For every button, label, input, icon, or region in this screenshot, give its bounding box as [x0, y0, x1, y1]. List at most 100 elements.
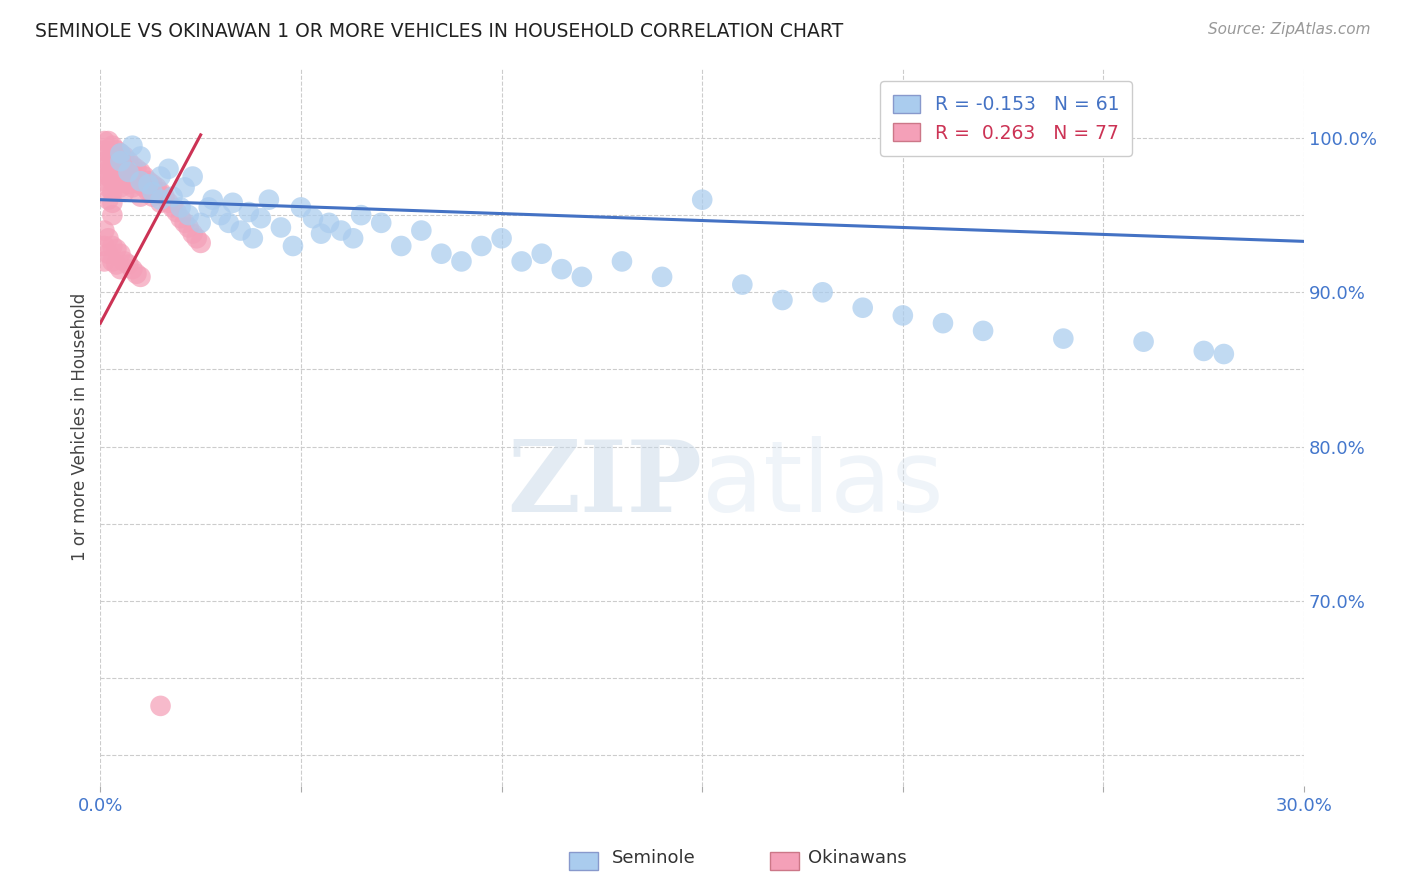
Point: [932, 316, 955, 330]
Point: [430, 246, 453, 260]
Point: [129, 174, 152, 188]
Point: [157, 161, 180, 176]
Point: [330, 223, 353, 237]
Point: [93, 154, 115, 169]
Point: [166, 205, 188, 219]
Point: [121, 169, 143, 184]
Point: [149, 193, 172, 207]
Point: [177, 220, 200, 235]
Point: [110, 159, 132, 173]
Point: [125, 174, 148, 188]
Point: [110, 262, 132, 277]
Point: [218, 216, 240, 230]
Point: [110, 154, 132, 169]
Point: [302, 211, 325, 226]
Point: [105, 258, 128, 272]
Point: [101, 239, 124, 253]
Point: [141, 189, 163, 203]
Point: [101, 174, 124, 188]
Point: [101, 161, 124, 176]
Point: [1192, 343, 1215, 358]
Point: [342, 231, 364, 245]
Point: [229, 223, 252, 237]
Point: [105, 242, 128, 256]
Point: [1212, 347, 1234, 361]
Point: [389, 239, 412, 253]
Point: [110, 146, 132, 161]
Point: [129, 189, 152, 203]
Point: [257, 193, 280, 207]
Text: SEMINOLE VS OKINAWAN 1 OR MORE VEHICLES IN HOUSEHOLD CORRELATION CHART: SEMINOLE VS OKINAWAN 1 OR MORE VEHICLES …: [35, 22, 844, 41]
Point: [169, 211, 191, 226]
Text: Seminole: Seminole: [612, 849, 696, 867]
Point: [149, 169, 172, 184]
Point: [181, 169, 204, 184]
Point: [610, 254, 633, 268]
Point: [181, 227, 204, 241]
Point: [190, 235, 212, 250]
Point: [551, 262, 574, 277]
Point: [222, 195, 245, 210]
Point: [270, 220, 292, 235]
Point: [450, 254, 472, 268]
Point: [153, 189, 176, 203]
Point: [125, 267, 148, 281]
Point: [350, 208, 373, 222]
Point: [138, 185, 160, 199]
Point: [93, 223, 115, 237]
Point: [121, 159, 143, 173]
Point: [93, 254, 115, 268]
Point: [110, 246, 132, 260]
Point: [105, 178, 128, 192]
Point: [117, 258, 139, 272]
Point: [138, 174, 160, 188]
Point: [121, 180, 143, 194]
Point: [149, 185, 172, 199]
Point: [186, 231, 208, 245]
Point: [173, 180, 195, 194]
Point: [117, 165, 139, 179]
Point: [101, 149, 124, 163]
Point: [690, 193, 713, 207]
Point: [97, 246, 120, 260]
Text: Source: ZipAtlas.com: Source: ZipAtlas.com: [1208, 22, 1371, 37]
Point: [97, 169, 120, 184]
Point: [149, 195, 172, 210]
Point: [134, 169, 156, 184]
Point: [309, 227, 332, 241]
Point: [141, 185, 163, 199]
Point: [93, 174, 115, 188]
Point: [149, 698, 172, 713]
Legend: R = -0.153   N = 61, R =  0.263   N = 77: R = -0.153 N = 61, R = 0.263 N = 77: [880, 81, 1132, 156]
Point: [129, 149, 152, 163]
Point: [125, 161, 148, 176]
Point: [105, 166, 128, 180]
Point: [97, 180, 120, 194]
Point: [129, 165, 152, 179]
Point: [571, 269, 593, 284]
Point: [1052, 332, 1074, 346]
Point: [173, 216, 195, 230]
Point: [112, 161, 135, 176]
Point: [772, 293, 794, 307]
Point: [242, 231, 264, 245]
Point: [811, 285, 834, 300]
Point: [105, 144, 128, 158]
Text: ZIP: ZIP: [508, 436, 702, 533]
Point: [852, 301, 875, 315]
Point: [134, 180, 156, 194]
Point: [141, 178, 163, 192]
Point: [209, 208, 232, 222]
Point: [370, 216, 392, 230]
Point: [145, 180, 167, 194]
Point: [510, 254, 533, 268]
Point: [117, 154, 139, 169]
Point: [97, 159, 120, 173]
Point: [110, 146, 132, 161]
Text: Okinawans: Okinawans: [808, 849, 907, 867]
Point: [101, 195, 124, 210]
Point: [112, 174, 135, 188]
Point: [129, 178, 152, 192]
Point: [238, 205, 260, 219]
Point: [112, 185, 135, 199]
